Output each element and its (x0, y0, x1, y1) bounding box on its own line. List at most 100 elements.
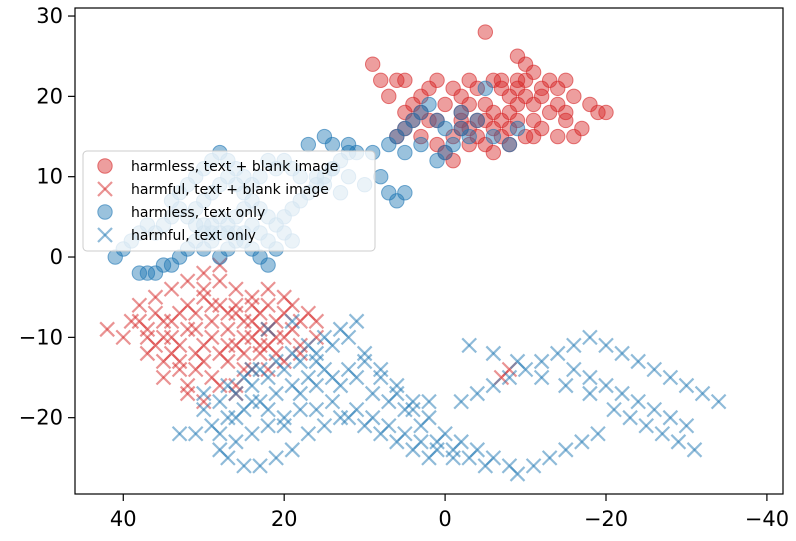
x-tick-label-1: 20 (271, 507, 298, 531)
series-3-point-78 (348, 313, 365, 330)
series-3-point-58-stroke-b (220, 450, 236, 466)
series-1-point-59-stroke-b (155, 313, 172, 330)
y-tick-label-1: 20 (36, 84, 63, 108)
series-3-point-63-stroke-b (364, 409, 381, 426)
series-1-point-69 (308, 313, 325, 330)
series-1-point-79 (139, 329, 156, 346)
series-3-point-31-stroke-b (332, 377, 349, 394)
series-0-point-34 (525, 64, 542, 80)
series-0-point-35 (541, 72, 558, 88)
series-3-point-95 (485, 377, 502, 394)
series-3-point-30-stroke-b (348, 369, 365, 386)
series-0-point-8 (541, 104, 558, 121)
series-3-point-62-stroke-b (348, 401, 365, 418)
series-0-point-21 (445, 128, 461, 145)
series-3-point-61 (332, 409, 349, 426)
series-3-point-107 (678, 377, 695, 394)
series-3-point-64 (380, 417, 397, 434)
series-2-point-104 (405, 112, 421, 129)
series-3-point-67-stroke-b (429, 442, 445, 458)
series-1-point-45 (203, 313, 220, 330)
series-2-point-1 (469, 112, 485, 129)
series-1-point-73 (236, 345, 252, 362)
series-1-point-77-stroke-b (171, 361, 188, 378)
series-0-point-26 (582, 96, 598, 113)
series-3-point-120 (525, 458, 542, 474)
y-tick-label-5: −20 (19, 406, 63, 430)
series-3-point-119 (541, 450, 558, 466)
series-0-point-22 (461, 120, 477, 137)
series-0-point-49 (397, 72, 413, 88)
series-3-point-130-stroke-b (308, 353, 325, 370)
series-3-point-138 (557, 377, 574, 394)
series-3-point-87-stroke-b (340, 361, 357, 378)
series-3-point-102-stroke-b (598, 337, 614, 354)
series-3-point-55-stroke-b (268, 450, 284, 466)
series-1-point-88-stroke-b (179, 377, 196, 394)
series-3-point-28-stroke-b (187, 425, 204, 442)
series-1-point-26-stroke-b (195, 265, 212, 281)
series-0-point-54 (517, 128, 534, 145)
series-3-point-56-stroke-b (252, 458, 268, 474)
series-3-point-97-stroke-b (517, 361, 534, 378)
series-3-point-42 (260, 417, 276, 434)
series-3-point-70-stroke-b (220, 377, 236, 394)
series-2-point-108 (501, 136, 518, 153)
axes-frame (74, 7, 784, 495)
series-1-point-62 (195, 281, 212, 297)
series-2-point-106 (389, 128, 405, 145)
series-1-point-58 (171, 305, 188, 322)
series-0-point-2 (493, 72, 510, 88)
series-3-point-114 (670, 434, 687, 450)
series-2-point-101 (429, 112, 445, 129)
series-0-point-7 (525, 96, 542, 113)
series-0-point-32 (509, 80, 526, 97)
series-1-point-65-stroke-b (260, 281, 276, 297)
series-3-point-132-stroke-b (260, 321, 276, 338)
series-1-point-28-stroke-b (228, 281, 244, 297)
series-3-point-60-stroke-b (316, 417, 333, 434)
series-1-point-25-stroke-b (179, 273, 196, 289)
series-3-point-117 (574, 434, 590, 450)
series-1-point-45-stroke-b (203, 313, 220, 330)
series-3-point-19-stroke-b (501, 458, 518, 474)
series-1-point-65 (260, 281, 276, 297)
series-3-point-129 (566, 361, 582, 378)
series-1-point-64-stroke-b (244, 297, 260, 314)
series-3-point-65 (397, 425, 413, 442)
series-3-point-135 (485, 345, 502, 362)
series-0-point-15 (501, 120, 518, 137)
series-3-point-108-stroke-b (694, 385, 711, 402)
series-3-point-96-stroke-b (501, 369, 518, 386)
series-3-point-93 (453, 393, 469, 410)
series-0-point-64 (461, 136, 477, 153)
series-0-point-40 (429, 72, 445, 88)
series-3-point-134 (461, 337, 478, 354)
series-3-point-92-stroke-b (421, 393, 437, 410)
series-3-point-77-stroke-b (332, 321, 349, 338)
series-1-point-58-stroke-b (171, 305, 188, 322)
series-0-point-72 (550, 96, 566, 113)
series-3-point-91-stroke-b (405, 401, 421, 418)
series-3-point-125-stroke-b (678, 417, 695, 434)
series-3-point-115 (686, 442, 703, 458)
series-3-point-55 (268, 450, 284, 466)
series-3-point-135-stroke-b (485, 345, 502, 362)
series-0-point-57 (509, 96, 526, 113)
series-3-point-75 (300, 337, 317, 354)
series-1-point-46-stroke-b (220, 321, 236, 338)
series-3-point-122 (630, 393, 646, 410)
series-1-point-23 (147, 289, 164, 305)
series-3-point-123-stroke-b (646, 401, 663, 418)
series-1-point-48-stroke-b (252, 305, 268, 322)
x-tick-label-4: −40 (745, 507, 789, 531)
series-3-point-29 (171, 425, 188, 442)
series-0-point-13 (453, 88, 469, 105)
series-3-point-68 (445, 450, 461, 466)
series-2-point-4 (445, 136, 461, 153)
series-0-point-41 (421, 80, 437, 97)
series-3-point-42-stroke-b (260, 417, 276, 434)
series-3-point-101 (582, 329, 598, 346)
series-3-point-122-stroke-b (630, 393, 646, 410)
